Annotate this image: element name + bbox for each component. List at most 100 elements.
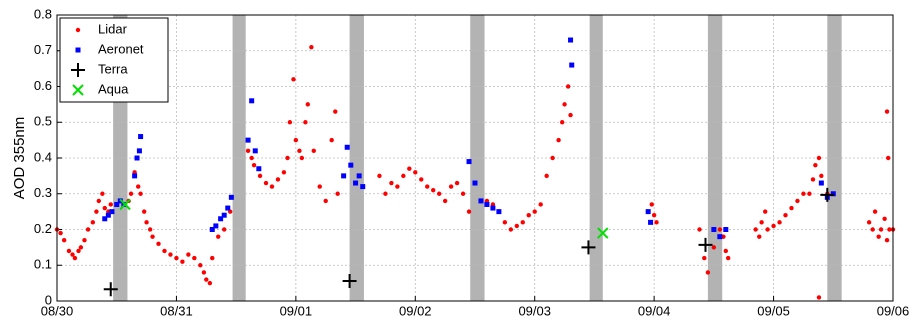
point	[882, 216, 887, 221]
point	[222, 227, 227, 232]
point	[887, 227, 892, 232]
x-tick-label: 09/02	[399, 303, 432, 318]
point	[216, 234, 221, 239]
point	[341, 173, 347, 179]
point	[61, 238, 67, 243]
point	[884, 109, 890, 114]
y-tick-label: 0.4	[34, 149, 52, 164]
point	[144, 220, 149, 225]
point	[757, 234, 762, 239]
y-axis-label: AOD 355nm	[11, 117, 28, 200]
point	[816, 155, 822, 161]
y-tick-label: 0.1	[34, 257, 52, 272]
point	[723, 248, 728, 254]
point	[138, 191, 143, 196]
point	[801, 191, 806, 196]
point	[436, 191, 442, 196]
point	[763, 209, 768, 214]
point	[103, 282, 118, 297]
point	[192, 255, 197, 261]
point	[702, 255, 707, 261]
point	[562, 102, 567, 107]
point	[299, 155, 305, 161]
point	[413, 170, 418, 175]
y-tick-label: 0.8	[34, 6, 52, 21]
point	[431, 187, 436, 193]
point	[136, 148, 142, 154]
point	[490, 205, 496, 211]
point	[725, 255, 731, 261]
shaded-band	[589, 15, 603, 301]
point	[765, 227, 770, 232]
point	[442, 198, 448, 204]
point	[209, 227, 215, 232]
point	[285, 155, 290, 161]
point	[100, 191, 105, 196]
point	[90, 220, 96, 225]
point	[210, 255, 215, 261]
point	[723, 227, 729, 232]
x-tick-label: 08/30	[41, 303, 74, 318]
point	[150, 234, 155, 239]
point	[460, 191, 466, 196]
point	[108, 202, 113, 207]
point	[207, 280, 213, 286]
point	[520, 220, 525, 225]
point	[102, 216, 108, 222]
point	[329, 137, 334, 143]
point	[820, 187, 835, 202]
point	[816, 295, 822, 300]
point	[377, 173, 382, 179]
point	[514, 223, 519, 229]
legend-label: Lidar	[98, 21, 128, 36]
point	[568, 37, 574, 43]
point	[245, 148, 251, 154]
point	[311, 148, 316, 154]
point	[508, 227, 514, 232]
point	[287, 120, 293, 125]
point	[538, 202, 543, 207]
point	[251, 162, 257, 168]
x-tick-label: 08/31	[160, 303, 193, 318]
point	[291, 77, 296, 82]
point	[303, 120, 308, 125]
point	[597, 227, 609, 239]
y-tick-label: 0	[45, 292, 52, 307]
point	[717, 227, 723, 232]
point	[75, 27, 81, 33]
point	[228, 194, 234, 200]
point	[502, 220, 508, 225]
point	[94, 209, 99, 214]
point	[454, 180, 460, 186]
point	[478, 198, 484, 204]
point	[85, 227, 91, 232]
point	[526, 213, 531, 218]
y-tick-label: 0.6	[34, 78, 52, 93]
point	[559, 120, 565, 125]
legend-label: Aeronet	[98, 41, 144, 56]
point	[818, 180, 824, 186]
point	[649, 202, 654, 207]
point	[569, 62, 575, 68]
y-tick-label: 0.3	[34, 185, 52, 200]
point	[281, 170, 287, 175]
point	[225, 205, 231, 211]
point	[78, 245, 84, 250]
point	[119, 198, 131, 211]
point	[249, 98, 255, 104]
point	[360, 184, 366, 190]
point	[70, 252, 75, 257]
point	[353, 180, 359, 186]
point	[218, 216, 224, 222]
point	[71, 63, 85, 77]
y-tick-label: 0.5	[34, 114, 52, 129]
point	[697, 227, 702, 232]
legend-label: Terra	[98, 61, 128, 76]
point	[309, 44, 314, 50]
point	[395, 184, 400, 189]
point	[269, 184, 275, 189]
point	[82, 238, 87, 243]
point	[201, 270, 207, 275]
point	[556, 137, 561, 143]
